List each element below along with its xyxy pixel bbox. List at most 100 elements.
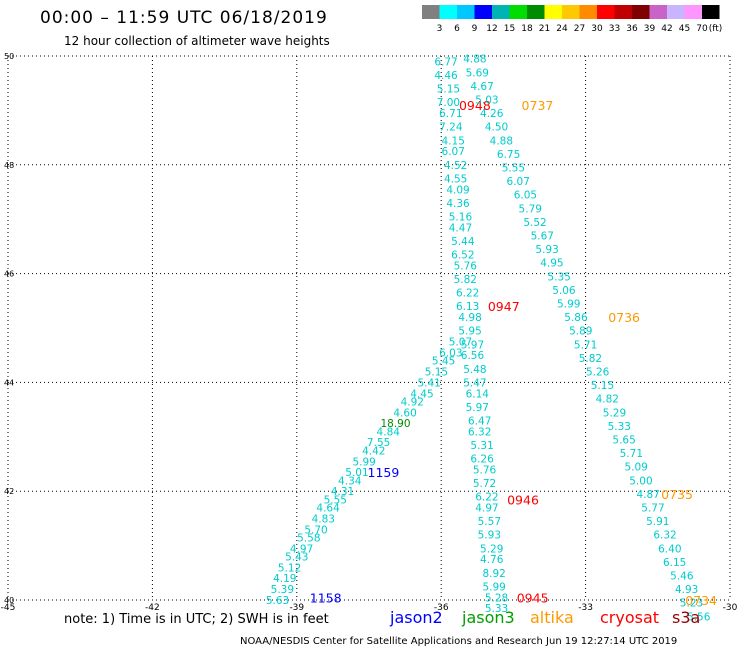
x-tick-label: -39 <box>289 603 304 613</box>
colorbar-swatch <box>422 5 440 19</box>
swh-value: 5.15 <box>425 367 448 379</box>
swh-value: 5.33 <box>608 421 631 433</box>
legend-cryosat: cryosat <box>600 608 660 627</box>
swh-value: 6.47 <box>468 415 491 427</box>
pass-time-label: 1158 <box>310 590 342 605</box>
colorbar-label: 12 <box>486 24 497 34</box>
colorbar-label: 3 <box>437 24 443 34</box>
colorbar-label: 45 <box>679 24 690 34</box>
swh-value: 6.26 <box>470 454 494 466</box>
swh-value: 5.56 <box>687 611 711 623</box>
swh-value: 5.15 <box>591 380 614 392</box>
swh-value: 4.83 <box>312 513 335 525</box>
pass-time-label: 0735 <box>661 487 693 502</box>
colorbar-swatch <box>492 5 510 19</box>
y-tick-label: 42 <box>4 487 14 496</box>
swh-value: 4.45 <box>410 388 433 400</box>
colorbar-swatch <box>439 5 457 19</box>
footer-credit: NOAA/NESDIS Center for Satellite Applica… <box>240 636 678 647</box>
x-tick-label: -33 <box>578 603 593 613</box>
swh-value: 5.29 <box>603 407 626 419</box>
swh-value: 5.52 <box>523 217 546 229</box>
colorbar-swatch <box>509 5 527 19</box>
swh-value: 5.55 <box>502 163 525 175</box>
swh-value: 6.71 <box>439 108 462 120</box>
swh-value: 4.34 <box>338 475 362 487</box>
legend-s3a: s3a <box>672 608 701 627</box>
swh-value: 5.65 <box>612 435 635 447</box>
pass-time-label: 0734 <box>685 593 717 608</box>
swh-value: 5.79 <box>519 203 542 215</box>
swh-value: 4.97 <box>475 503 498 515</box>
swh-value: 5.16 <box>449 211 473 223</box>
swh-value: 6.15 <box>663 557 686 569</box>
colorbar-label: 6 <box>454 24 460 34</box>
swh-value: 6.75 <box>497 149 520 161</box>
colorbar-swatch <box>667 5 685 19</box>
pass-time-label: 0945 <box>517 590 549 605</box>
swh-value: 5.77 <box>641 503 664 515</box>
swh-value: 5.45 <box>432 356 455 368</box>
colorbar-swatch <box>544 5 562 19</box>
swh-value: 4.15 <box>442 135 465 147</box>
swh-value: 6.77 <box>434 56 457 68</box>
swh-value: 4.93 <box>675 584 698 596</box>
swh-value: 4.26 <box>480 108 504 120</box>
colorbar-swatch <box>562 5 580 19</box>
swh-value: 5.03 <box>475 95 498 107</box>
swh-value: 5.39 <box>271 584 294 596</box>
swh-value: 7.55 <box>367 437 390 449</box>
legend-jason2: jason2 <box>390 608 443 627</box>
swh-value: 5.67 <box>531 231 554 243</box>
swh-value: 6.07 <box>507 176 530 188</box>
swh-value: 4.60 <box>393 407 416 419</box>
swh-value: 5.44 <box>451 236 475 248</box>
swh-value: 6.03 <box>439 347 462 359</box>
swh-value: 5.93 <box>478 530 501 542</box>
swh-value: 4.88 <box>463 54 486 66</box>
swh-value: 5.09 <box>624 462 647 474</box>
swh-value: 5.71 <box>574 339 597 351</box>
swh-value: 5.28 <box>485 592 508 604</box>
swh-value: 6.22 <box>475 492 498 504</box>
swh-value: 5.35 <box>547 271 570 283</box>
swh-value: 6.40 <box>658 543 681 555</box>
pass-time-label: 0948 <box>459 98 491 113</box>
colorbar-swatch <box>649 5 667 19</box>
swh-value: 5.31 <box>470 440 493 452</box>
swh-value: 8.92 <box>482 568 505 580</box>
pass-time-label: 0737 <box>522 98 554 113</box>
swh-value: 5.23 <box>680 598 703 610</box>
colorbar-label: 15 <box>504 24 515 34</box>
colorbar-swatch <box>614 5 632 19</box>
y-tick-label: 40 <box>4 596 14 605</box>
colorbar-label: 9 <box>472 24 478 34</box>
swh-value: 5.76 <box>473 464 497 476</box>
swh-value: 5.26 <box>586 367 610 379</box>
colorbar-label: 27 <box>574 24 585 34</box>
swh-value: 5.71 <box>620 448 643 460</box>
swh-value: 6.32 <box>653 530 676 542</box>
swh-value: 4.98 <box>458 312 481 324</box>
page-subtitle: 12 hour collection of altimeter wave hei… <box>64 34 330 48</box>
swh-value: 6.56 <box>461 350 485 362</box>
colorbar-label: 33 <box>609 24 620 34</box>
colorbar-swatch <box>632 5 650 19</box>
pass-time-label: 0736 <box>608 310 640 325</box>
swh-value: 4.84 <box>377 426 401 438</box>
colorbar-label: 36 <box>626 24 638 34</box>
swh-value: 5.69 <box>466 67 489 79</box>
swh-value: 5.99 <box>352 456 375 468</box>
swh-value: 6.14 <box>466 388 490 400</box>
colorbar-swatch <box>457 5 475 19</box>
swh-value: 5.48 <box>463 364 486 376</box>
swh-value: 5.43 <box>285 551 308 563</box>
swh-value: 5.82 <box>579 353 602 365</box>
swh-value: 5.97 <box>466 402 489 414</box>
swh-value: 4.50 <box>485 122 508 134</box>
swh-value: 5.70 <box>304 524 327 536</box>
swh-value: 4.88 <box>490 135 513 147</box>
colorbar-swatch <box>702 5 720 19</box>
swh-value: 6.52 <box>451 250 474 262</box>
